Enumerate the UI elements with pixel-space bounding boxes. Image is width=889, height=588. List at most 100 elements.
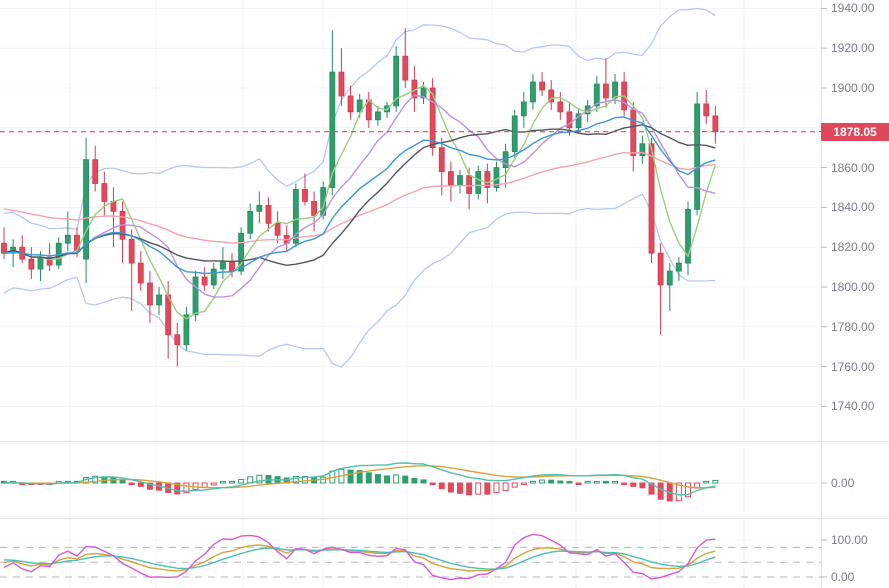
macd-hist-bar	[685, 482, 691, 498]
ma-slow-blue-line	[3, 116, 716, 275]
candle-body	[566, 111, 573, 129]
candle-body	[612, 81, 618, 99]
candle-body	[329, 71, 336, 188]
kdj-pane	[0, 533, 821, 581]
candle-body	[265, 205, 272, 224]
candle-body	[557, 101, 564, 113]
candle-body	[630, 109, 637, 157]
price-axis-label: 1920.00	[831, 41, 875, 56]
candle-body	[438, 147, 445, 172]
candle-body	[101, 183, 108, 202]
kdj-axis-label: 0.00	[831, 570, 855, 584]
candle-body	[539, 81, 545, 91]
price-axis-label: 1900.00	[831, 81, 875, 95]
price-axis-label: 1780.00	[831, 319, 875, 334]
candle-body	[675, 262, 682, 272]
macd-hist-bar	[539, 479, 546, 484]
candle-body	[703, 103, 710, 117]
kdj-j-line	[3, 533, 716, 581]
macd-hist-bar	[511, 482, 518, 488]
last-price-tag: 1878.05	[821, 122, 889, 141]
price-axis-label: 1840.00	[831, 200, 875, 215]
candle-body	[302, 189, 308, 202]
ma-long-pink-line	[3, 151, 716, 244]
macd-hist-bar	[593, 480, 600, 484]
macd-hist-bar	[174, 482, 181, 495]
candle-body	[137, 262, 144, 284]
macd-hist-bar	[374, 474, 381, 484]
macd-hist-bar	[648, 482, 655, 495]
candle-body	[311, 201, 317, 216]
price-axis-label: 1860.00	[831, 160, 875, 175]
grid-layer	[0, 0, 821, 588]
macd-hist-bar	[612, 480, 619, 484]
candle-body	[274, 222, 281, 236]
candle-body	[666, 270, 673, 286]
candle-body	[64, 234, 71, 244]
ma-slow-dark-line	[3, 124, 716, 266]
macd-hist-bar	[146, 482, 153, 490]
macd-hist-bar	[210, 482, 217, 486]
bollinger-upper-line	[3, 7, 716, 231]
candle-body	[657, 252, 664, 286]
candle-body	[402, 55, 409, 81]
candle-body	[393, 55, 400, 107]
candle-body	[183, 314, 190, 346]
candle-body	[238, 232, 245, 272]
macd-hist-bar	[548, 479, 555, 484]
candle-body	[147, 282, 153, 306]
macd-hist-bar	[493, 482, 500, 494]
macd-hist-bar	[301, 475, 308, 484]
candle-body	[420, 87, 427, 99]
macd-hist-bar	[675, 482, 682, 502]
main-pane	[1, 7, 719, 368]
macd-hist-bar	[356, 470, 363, 484]
macd-hist-bar	[475, 482, 482, 495]
macd-hist-bar	[466, 482, 473, 496]
macd-hist-bar	[584, 480, 591, 484]
macd-hist-bar	[520, 482, 527, 486]
macd-hist-bar	[128, 482, 135, 486]
price-axis[interactable]: 1940.00 1920.00 1900.00 1860.00 1840.00 1820.…	[821, 0, 889, 588]
macd-hist-bar	[557, 480, 564, 484]
candle-body	[475, 171, 482, 194]
macd-hist-bar	[630, 482, 637, 487]
price-axis-label: 1740.00	[831, 399, 875, 414]
macd-hist-bar	[238, 478, 245, 484]
macd-hist-bar	[402, 475, 409, 484]
macd-hist-bar	[621, 482, 628, 486]
macd-hist-bar	[529, 480, 536, 484]
candle-body	[648, 143, 655, 254]
candle-body	[356, 99, 363, 113]
macd-hist-bar	[703, 480, 710, 484]
candle-body	[28, 258, 35, 270]
macd-hist-bar	[384, 475, 391, 484]
macd-hist-bar	[393, 474, 400, 484]
macd-hist-bar	[92, 475, 99, 484]
ma-mid-purple-line	[3, 94, 716, 298]
macd-pane	[1, 462, 719, 502]
ma-fast-green-line	[3, 84, 717, 320]
macd-hist-bar	[365, 472, 372, 484]
candle-body	[593, 83, 600, 107]
candle-body	[466, 175, 473, 194]
macd-hist-bar	[438, 482, 445, 490]
kdj-k-line	[3, 544, 716, 572]
candle-body	[165, 294, 172, 336]
candle-body	[375, 111, 381, 121]
candle-body	[247, 210, 254, 234]
candle-body	[603, 83, 609, 99]
candles-layer	[1, 28, 719, 367]
macd-hist-bar	[219, 480, 226, 484]
macd-axis-label: 0.00	[831, 476, 855, 490]
macd-hist-bar	[137, 482, 144, 487]
candle-body	[174, 334, 181, 346]
kdj-axis-label: 100.00	[831, 533, 868, 547]
macd-hist-bar	[657, 482, 664, 500]
bollinger-lower-line	[3, 193, 716, 368]
macd-hist-bar	[712, 479, 719, 484]
macd-hist-bar	[575, 482, 582, 486]
